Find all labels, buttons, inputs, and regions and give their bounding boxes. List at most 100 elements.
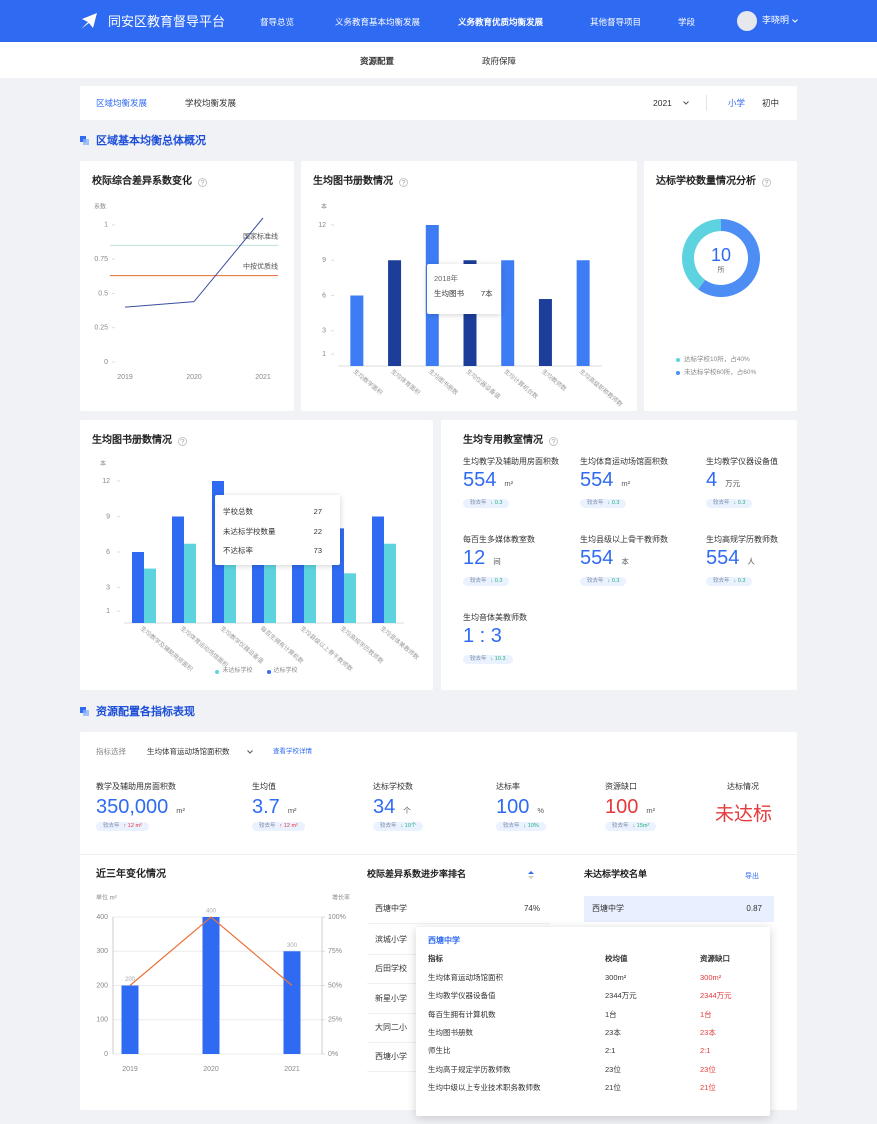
nav-item[interactable]: 其他督导项目: [590, 17, 642, 27]
card-title-row: 近三年变化情况: [96, 869, 166, 881]
popup-header: 指标: [428, 954, 443, 963]
chart-svg: 10所: [682, 219, 761, 297]
change-badge: 较去年 ↓ 15m²: [605, 822, 657, 831]
metric-value: 554: [580, 547, 614, 569]
y-tick-label: 12: [318, 222, 326, 229]
bar: [501, 260, 515, 366]
popup-header: 资源缺口: [700, 954, 730, 963]
tooltip-value: 27: [313, 507, 322, 516]
metric-value-row: 3.7 m²: [252, 795, 297, 819]
badge-change: ↓ 10.3: [490, 656, 506, 662]
help-icon: [178, 436, 187, 446]
export-link[interactable]: 导出: [745, 873, 759, 880]
badge-change: ↓ 0.3: [490, 500, 503, 506]
nav-item[interactable]: 义务教育优质均衡发展: [458, 17, 544, 27]
x-tick-label: 2020: [203, 1066, 219, 1073]
y-tick-label: 0: [104, 359, 108, 366]
tooltip: 2018年 生均图书 7本: [427, 264, 501, 314]
y-tick-label: 1: [106, 608, 110, 615]
year-select[interactable]: 2021: [653, 98, 672, 108]
icon-square: [83, 139, 89, 145]
card: 达标学校数量情况分析 10 所达标学校10所，占40% 未达标学校60所，占60%: [644, 161, 797, 411]
failing-row[interactable]: 西塘中学 0.87: [584, 896, 774, 922]
legend-swatch: [266, 669, 271, 674]
tooltip-label: 学校总数: [223, 507, 253, 516]
nav-item[interactable]: 学段: [678, 17, 696, 27]
help-mark: [764, 179, 769, 184]
user-name[interactable]: 李晓明: [762, 15, 790, 25]
badge-change: ↓ 0.3: [607, 578, 620, 584]
help-icon: [762, 177, 771, 187]
level-tab[interactable]: 小学: [728, 98, 746, 108]
status-value: 未达标: [715, 804, 773, 825]
popup-cell: 生均高于规定学历教师数: [428, 1064, 511, 1074]
filter-tab[interactable]: 学校均衡发展: [185, 98, 237, 108]
badge-label: 较去年: [713, 500, 730, 506]
popup-header: 校均值: [605, 954, 628, 963]
y-tick-label: 0: [104, 1051, 108, 1058]
change-badge: 较去年 ↑ 12 m²: [252, 822, 305, 831]
logo: [81, 13, 97, 29]
popup-cell: 23本: [605, 1027, 621, 1037]
row-divider: [367, 923, 550, 924]
metric-label: 每百生多媒体教室数: [463, 535, 535, 544]
selector-value[interactable]: 生均体育运动场馆面积数: [147, 747, 230, 756]
metric-value-row: 554 本: [580, 546, 629, 570]
badge-label: 较去年: [103, 823, 120, 829]
bar: [224, 563, 236, 623]
nav-item[interactable]: 义务教育基本均衡发展: [335, 17, 421, 27]
card-title-row: 校际综合差异系数变化: [92, 176, 207, 188]
y-tick-label: 6: [106, 549, 110, 556]
badge-label: 较去年: [380, 823, 397, 829]
nav-item[interactable]: 督导总览: [260, 17, 295, 27]
badge-change: ↓ 0.3: [490, 578, 503, 584]
popup-cell: 2:1: [605, 1046, 616, 1056]
x-tick-label: 生均教师数: [540, 367, 568, 392]
metric-label: 资源缺口: [605, 782, 637, 791]
metric-label: 生均体育运动场馆面积数: [580, 457, 668, 466]
pie-center-unit: 所: [718, 265, 725, 274]
bar-value-label: 200: [125, 977, 136, 983]
ranking-name: 西塘中学: [375, 904, 407, 913]
legend: 未达标学校 达标学校: [80, 668, 433, 675]
x-tick-label: 2019: [117, 374, 133, 381]
bar-value-label: 400: [206, 909, 217, 915]
y-tick-label: 100%: [328, 914, 346, 921]
metric-value-row: 1 : 3: [463, 624, 502, 648]
level-tab[interactable]: 初中: [762, 98, 780, 108]
subnav-bar: [0, 42, 877, 78]
detail-link[interactable]: 查看学校详情: [273, 748, 312, 755]
subnav-item[interactable]: 资源配置: [360, 56, 395, 66]
y-tick-label: 100: [96, 1017, 108, 1024]
tooltip: 学校总数 27 未达标学校数量 22 不达标率 73: [215, 495, 340, 565]
metric-unit: m²: [504, 479, 514, 488]
y-tick-label: 3: [106, 584, 110, 591]
header-bar: [0, 0, 877, 42]
ranking-name: 后田学校: [375, 964, 407, 973]
subnav-item[interactable]: 政府保障: [482, 56, 517, 66]
card: 生均专用教室情况 生均教学及辅助用房面积数 554 m² 较去年 ↓ 0.3 生均体育运动场…: [441, 420, 797, 690]
metric-unit: m²: [176, 806, 186, 815]
legend-label: 达标学校10所，占40%: [684, 356, 750, 363]
change-badge: 较去年 ↓ 0.3: [463, 577, 510, 586]
caret-icon: [792, 19, 798, 23]
help-circle: [549, 436, 558, 446]
metric-label: 达标学校数: [373, 782, 413, 791]
chart-svg: 0 100 200 300 400 0% 25% 50% 75% 100% 单位 m² 增长率 2019…: [96, 894, 350, 1073]
logo-shape: [81, 13, 97, 29]
popup-cell: 300m²: [700, 973, 722, 982]
metric-label: 生均值: [252, 782, 276, 791]
bar: [283, 951, 301, 1054]
card: 生均图书册数情况 1 3 6 9 12 本生均教学面积 生均体育面积 生均图书册数 生均仪器设备值…: [301, 161, 637, 411]
x-tick-label: 生均图书册数: [427, 367, 460, 396]
metric-value: 100: [496, 796, 530, 818]
badge-change: ↓ 10%: [523, 823, 539, 829]
badge-change: ↓ 10个: [400, 823, 417, 829]
badge-change: ↑ 12 m²: [279, 823, 298, 829]
badge-label: 较去年: [587, 578, 604, 584]
x-tick-label: 生均音体美教师数: [379, 624, 421, 661]
x-tick-label: 生均教学仪器设备值: [219, 624, 266, 665]
help-dot: [553, 442, 554, 444]
metric-value: 350,000: [96, 796, 169, 818]
filter-tab[interactable]: 区域均衡发展: [96, 98, 148, 108]
